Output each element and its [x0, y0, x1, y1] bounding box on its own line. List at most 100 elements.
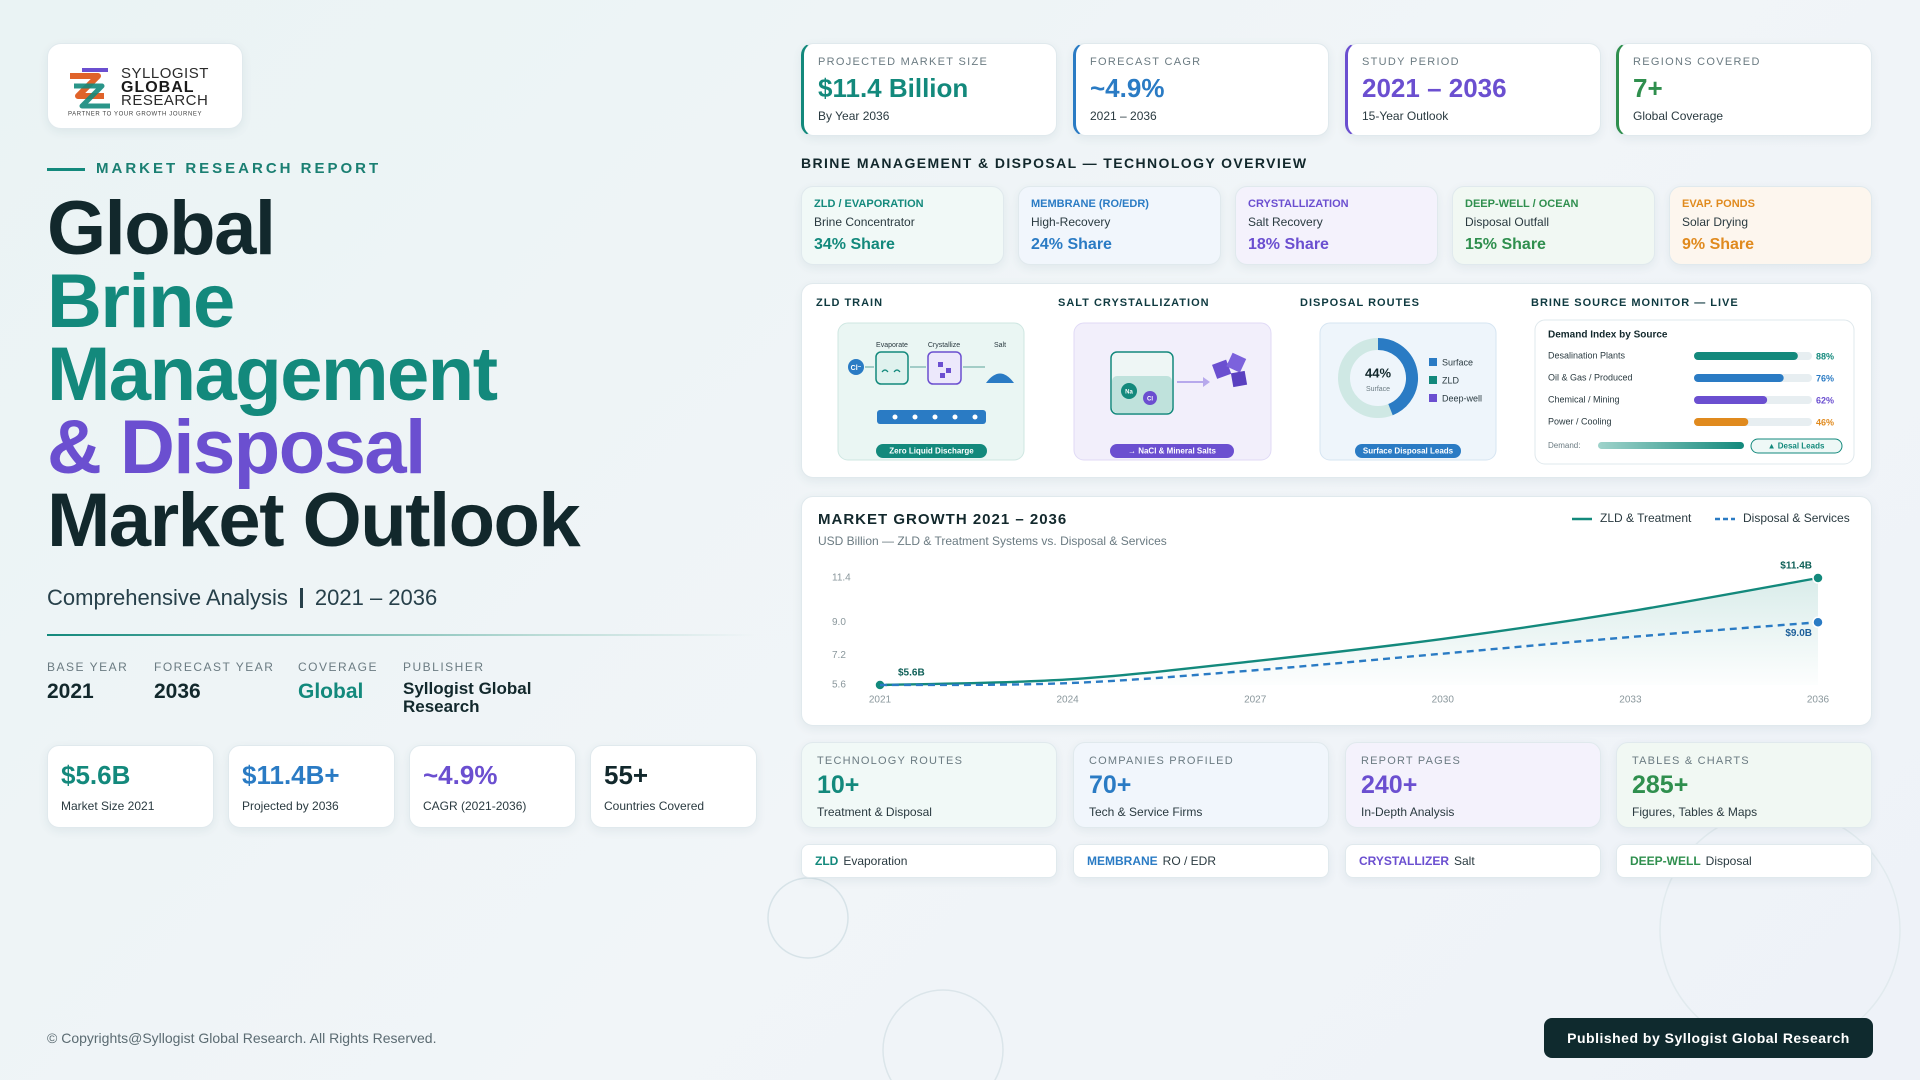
- chart-title: MARKET GROWTH 2021 – 2036: [818, 511, 1068, 528]
- kpi-note: 15-Year Outlook: [1362, 109, 1449, 123]
- tech-name: Solar Drying: [1682, 215, 1749, 229]
- count-card: REPORT PAGES 240+ In-Depth Analysis: [1345, 742, 1601, 828]
- kpi-note: 2021 – 2036: [1090, 109, 1157, 123]
- kpi-value: 2021 – 2036: [1362, 73, 1507, 103]
- kpi-label: REGIONS COVERED: [1633, 56, 1761, 68]
- tech-name: Salt Recovery: [1248, 215, 1323, 229]
- stat-value: ~4.9%: [423, 760, 498, 790]
- tag-code: ZLD: [815, 854, 839, 868]
- tag-text: RO / EDR: [1162, 854, 1217, 868]
- count-value: 240+: [1361, 771, 1418, 799]
- tech-share: 9% Share: [1682, 236, 1755, 253]
- meta-label: COVERAGE: [298, 660, 379, 674]
- tech-name: Disposal Outfall: [1465, 215, 1550, 229]
- kpi-card: STUDY PERIOD 2021 – 2036 15-Year Outlook: [1345, 43, 1601, 136]
- title-line: Global: [47, 186, 276, 271]
- stat-value: $11.4B+: [242, 760, 340, 790]
- tag-code: DEEP-WELL: [1630, 854, 1701, 868]
- tech-tag: DEEP-WELL / OCEAN: [1465, 198, 1579, 210]
- tech-name: High-Recovery: [1031, 215, 1111, 229]
- tech-card: EVAP. PONDS Solar Drying 9% Share: [1669, 186, 1872, 265]
- subtitle-text: Comprehensive Analysis: [47, 585, 288, 610]
- chart-panel: [801, 496, 1872, 726]
- hero-title: Global Brine Management & Disposal Market Ou…: [47, 186, 581, 563]
- count-card: COMPANIES PROFILED 70+ Tech & Service Firm…: [1073, 742, 1329, 828]
- meta-value: Syllogist Global Research: [403, 679, 532, 716]
- stat-label: CAGR (2021-2036): [423, 799, 527, 813]
- tech-card: CRYSTALLIZATION Salt Recovery 18% Share: [1235, 186, 1438, 265]
- count-note: Tech & Service Firms: [1089, 805, 1203, 819]
- tag-chip: ZLD Evaporation: [801, 844, 1057, 878]
- tech-name: Brine Concentrator: [814, 215, 915, 229]
- stat-label: Projected by 2036: [242, 799, 339, 813]
- tech-tag: CRYSTALLIZATION: [1248, 198, 1349, 210]
- tech-card: ZLD / EVAPORATION Brine Concentrator 34% S…: [801, 186, 1004, 265]
- title-line: Brine: [47, 259, 235, 344]
- kpi-value: $11.4 Billion: [818, 73, 969, 103]
- tag-chip: DEEP-WELL Disposal: [1616, 844, 1872, 878]
- count-value: 10+: [817, 771, 860, 799]
- stat-card: $11.4B+ Projected by 2036: [228, 745, 395, 828]
- stat-label: Countries Covered: [604, 799, 705, 813]
- tag-text: Evaporation: [843, 854, 908, 868]
- count-label: TECHNOLOGY ROUTES: [817, 755, 964, 767]
- kpi-card: FORECAST CAGR ~4.9% 2021 – 2036: [1073, 43, 1329, 136]
- chart-subtitle: USD Billion — ZLD & Treatment Systems vs…: [818, 534, 1167, 548]
- count-value: 285+: [1632, 771, 1689, 799]
- hero-subtitle: Comprehensive Analysis 2021 – 2036: [47, 585, 437, 611]
- count-note: Figures, Tables & Maps: [1632, 805, 1758, 819]
- tech-tag: ZLD / EVAPORATION: [814, 198, 924, 210]
- tag-chip: CRYSTALLIZER Salt: [1345, 844, 1601, 878]
- tech-tag: MEMBRANE (RO/EDR): [1031, 198, 1149, 210]
- tag-code: MEMBRANE: [1087, 854, 1158, 868]
- tech-card: MEMBRANE (RO/EDR) High-Recovery 24% Share: [1018, 186, 1221, 265]
- stat-card: ~4.9% CAGR (2021-2036): [409, 745, 576, 828]
- stat-value: 55+: [604, 760, 649, 790]
- logo-card: [47, 43, 243, 129]
- title-line: Management: [47, 332, 498, 417]
- deco-circle: [882, 989, 1004, 1080]
- separator: [299, 588, 303, 608]
- publisher-button: Published by Syllogist Global Research: [1544, 1018, 1873, 1058]
- count-note: In-Depth Analysis: [1361, 805, 1455, 819]
- tech-share: 34% Share: [814, 236, 895, 253]
- deco-circle: [767, 877, 849, 959]
- kpi-label: FORECAST CAGR: [1090, 56, 1202, 68]
- meta-value: 2036: [154, 680, 201, 703]
- tag-text: Disposal: [1705, 854, 1752, 868]
- title-line: Market Outlook: [47, 478, 581, 563]
- kpi-card: PROJECTED MARKET SIZE $11.4 Billion By Yea…: [801, 43, 1057, 136]
- tag-chip: MEMBRANE RO / EDR: [1073, 844, 1329, 878]
- meta-value: Global: [298, 680, 364, 703]
- stat-label: Market Size 2021: [61, 799, 155, 813]
- count-card: TABLES & CHARTS 285+ Figures, Tables & Map…: [1616, 742, 1872, 828]
- kpi-note: By Year 2036: [818, 109, 890, 123]
- stat-card: 55+ Countries Covered: [590, 745, 757, 828]
- meta-value: 2021: [47, 680, 94, 703]
- kpi-note: Global Coverage: [1633, 109, 1724, 123]
- tech-card: DEEP-WELL / OCEAN Disposal Outfall 15% Sha…: [1452, 186, 1655, 265]
- count-label: TABLES & CHARTS: [1632, 755, 1750, 767]
- count-card: TECHNOLOGY ROUTES 10+ Treatment & Disposal: [801, 742, 1057, 828]
- tech-share: 15% Share: [1465, 236, 1546, 253]
- stat-value: $5.6B: [61, 760, 131, 790]
- count-note: Treatment & Disposal: [817, 805, 932, 819]
- section-heading: BRINE MANAGEMENT & DISPOSAL — TECHNOLOGY…: [801, 155, 1308, 171]
- eyebrow-line: [47, 168, 85, 171]
- meta-label: FORECAST YEAR: [154, 660, 275, 674]
- divider: [47, 634, 755, 636]
- tag-text: Salt: [1454, 854, 1475, 868]
- meta-label: PUBLISHER: [403, 660, 485, 674]
- meta-label: BASE YEAR: [47, 660, 129, 674]
- stat-card: $5.6B Market Size 2021: [47, 745, 214, 828]
- title-line: & Disposal: [47, 405, 426, 490]
- subtitle-period: 2021 – 2036: [314, 585, 438, 610]
- tech-tag: EVAP. PONDS: [1682, 198, 1755, 210]
- tech-share: 24% Share: [1031, 236, 1112, 253]
- kpi-value: ~4.9%: [1090, 73, 1165, 103]
- kpi-card: REGIONS COVERED 7+ Global Coverage: [1616, 43, 1872, 136]
- diagram-panel: [801, 283, 1872, 478]
- eyebrow: MARKET RESEARCH REPORT: [96, 160, 382, 177]
